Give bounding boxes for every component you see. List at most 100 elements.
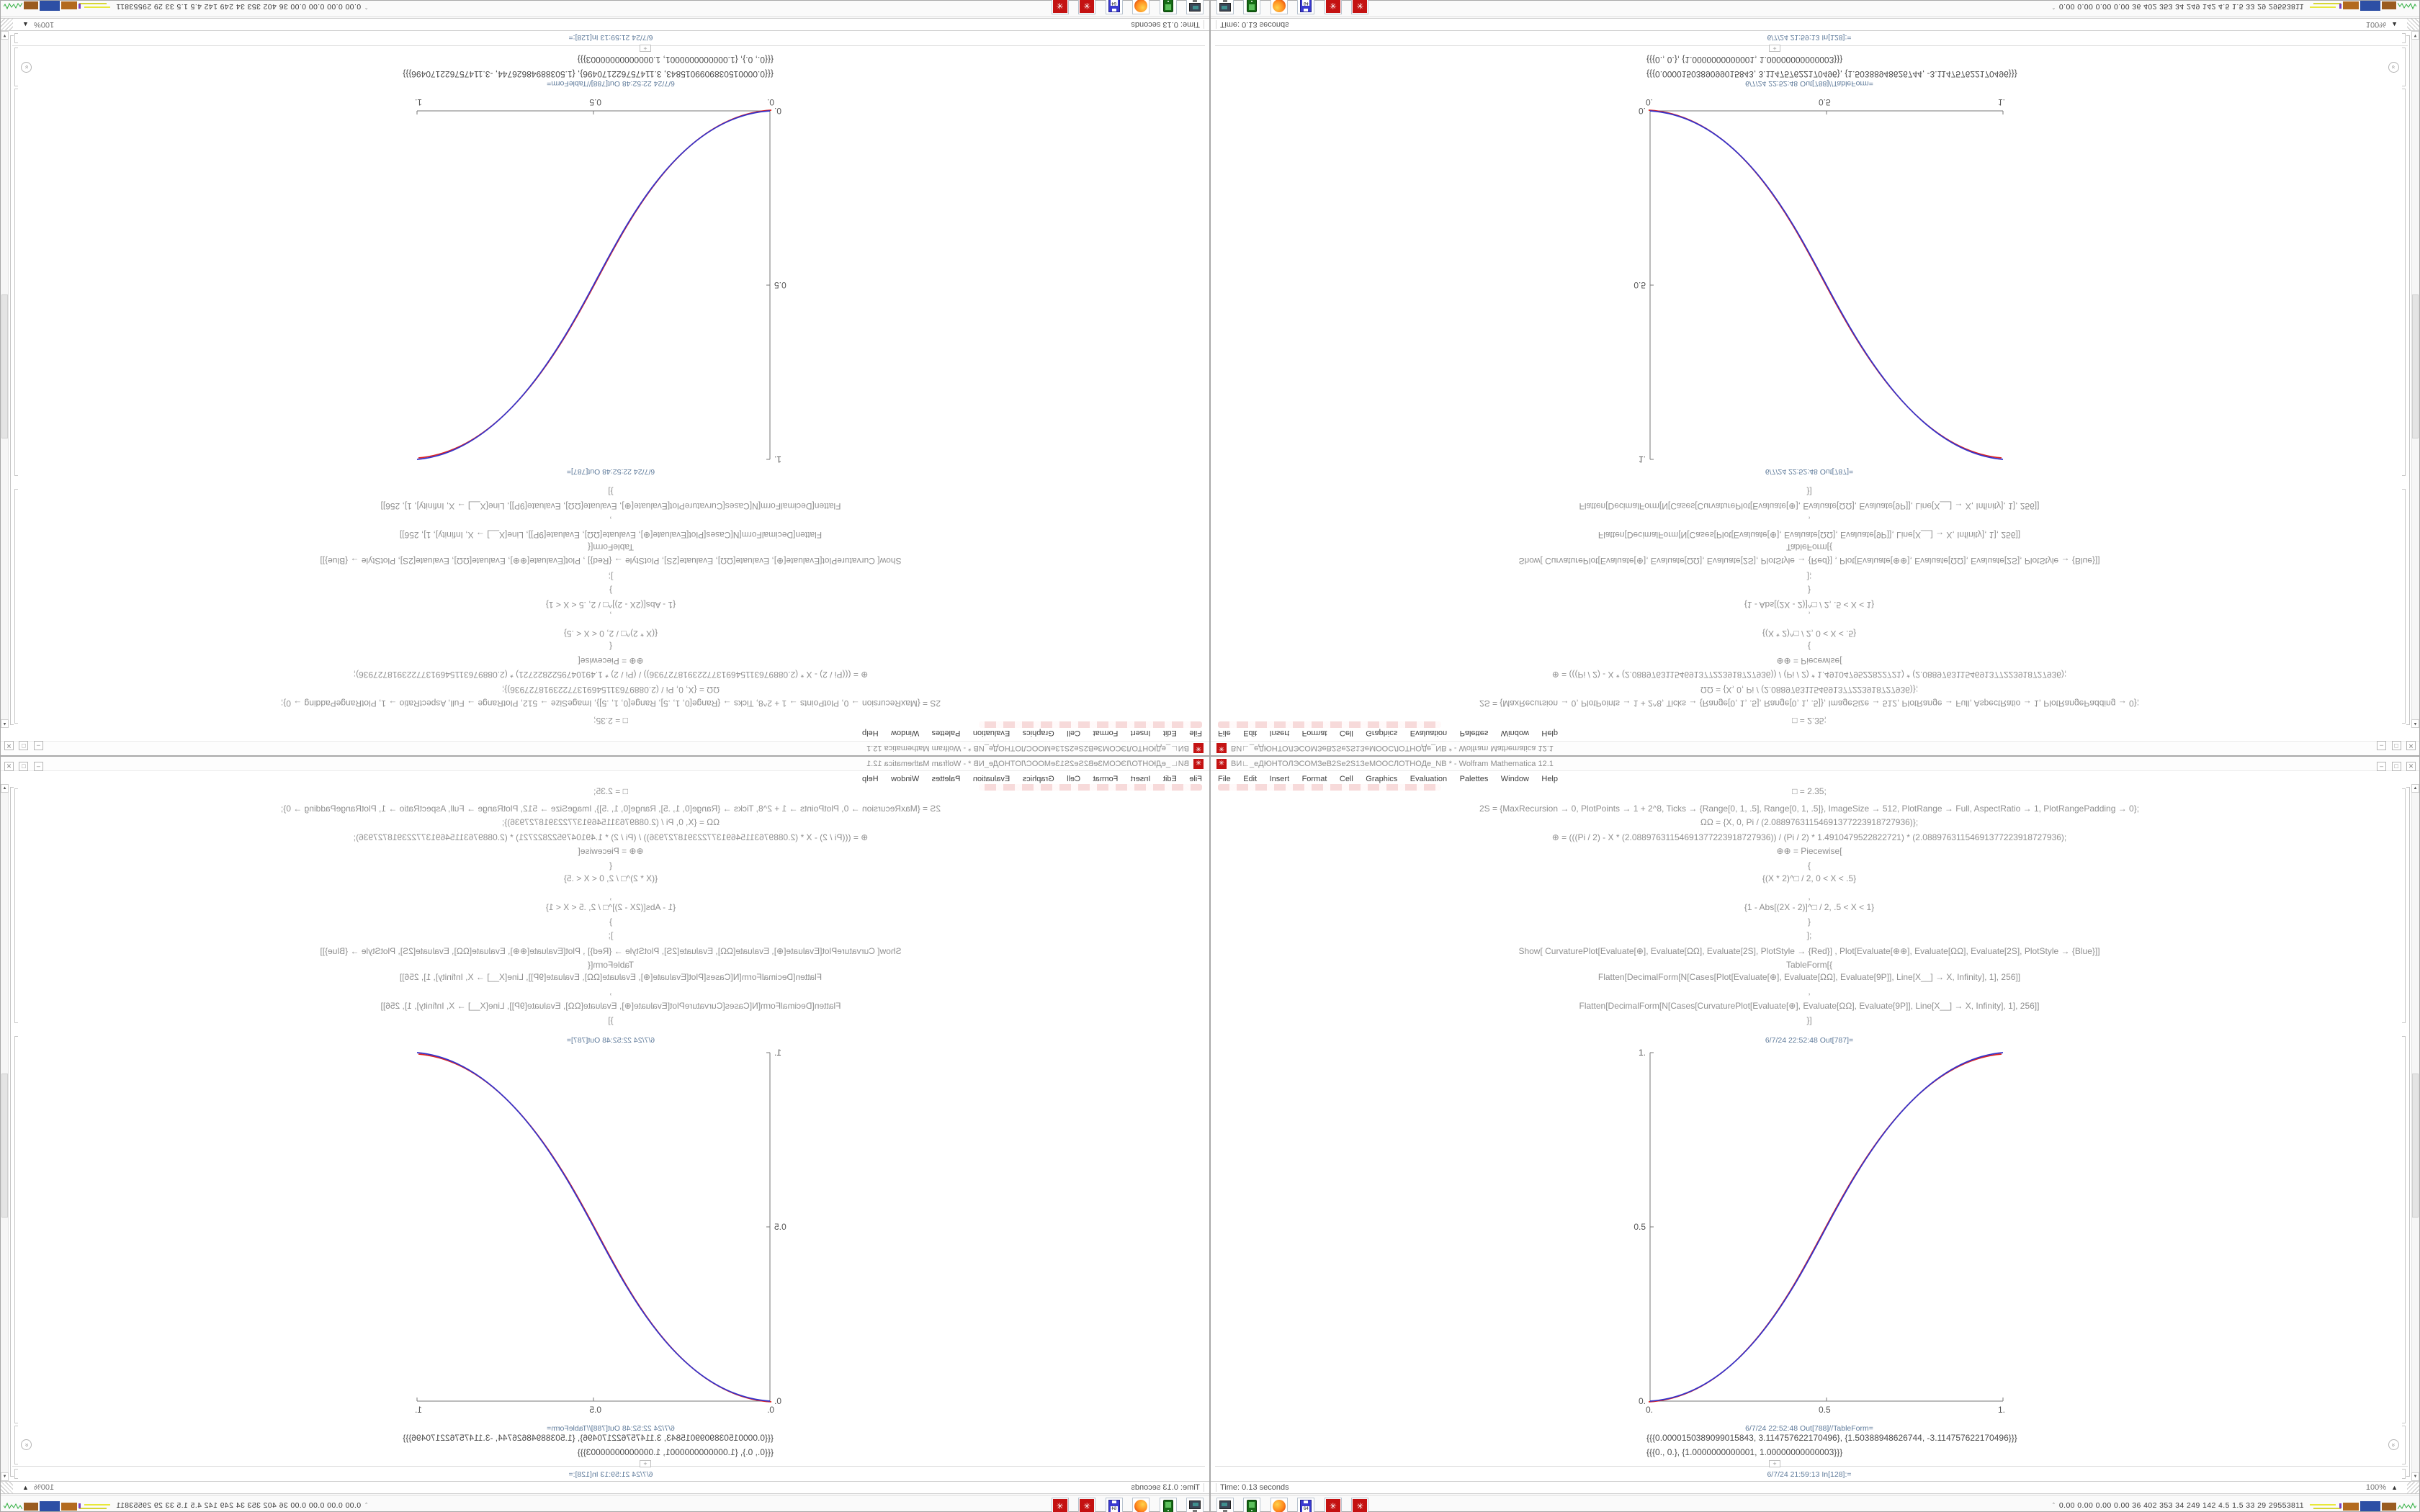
code-line[interactable]: ⊕ = (((Pi / 2) - X * (2.0889763115469137… [353,670,869,680]
magnification-popup-icon[interactable]: ▲ [2391,21,2398,28]
window-resize-grip[interactable] [1,1482,13,1494]
code-line[interactable]: TableForm[{ [587,960,635,970]
cell-insertion-divider[interactable] [1215,1466,2408,1467]
scrollbar-thumb[interactable] [2412,1074,2419,1218]
title-bar[interactable]: ✳ ВИ∟_еДЮНТОЛЭСОМЗеВ2Sе2S1ЗеМООСЛОТНОДе_… [1,757,1209,771]
cell-bracket-table-output[interactable] [2402,1426,2406,1464]
menu-file[interactable]: File [1218,775,1231,783]
red-gear-icon[interactable]: ✳ [1078,0,1096,14]
tray-caret-icon[interactable]: ˆ [365,3,368,10]
code-line[interactable]: 2S = {MaxRecursion → 0, PlotPoints → 1 +… [1479,698,2140,708]
code-line[interactable]: } [1807,917,1811,927]
code-line[interactable]: 2S = {MaxRecursion → 0, PlotPoints → 1 +… [280,698,941,708]
menu-evaluation[interactable]: Evaluation [972,775,1010,783]
cell-insertion-divider[interactable] [1215,45,2408,46]
minimize-button[interactable]: – [2377,762,2387,771]
menu-cell[interactable]: Cell [1067,775,1081,783]
monitor-icon[interactable] [1216,0,1234,14]
menu-file[interactable]: File [1189,729,1202,737]
window-resize-grip[interactable] [2407,1482,2419,1494]
scrollbar-up-arrow-icon[interactable]: ▲ [2411,719,2419,728]
close-button[interactable]: ✕ [2406,741,2416,750]
magnification-popup-icon[interactable]: ▲ [2391,1484,2398,1491]
cell-bracket-input[interactable] [14,489,18,724]
green-device-icon[interactable] [1159,0,1177,14]
magnification-popup-icon[interactable]: ▲ [22,1484,29,1491]
close-button[interactable]: ✕ [4,762,14,771]
code-line[interactable]: Show[ CurvaturePlot[Evaluate[⊕], Evaluat… [320,556,902,566]
firefox-icon[interactable] [1270,0,1288,14]
monitor-icon[interactable] [1186,0,1204,14]
menu-file[interactable]: File [1189,775,1202,783]
code-line[interactable]: ⊕ = (((Pi / 2) - X * (2.0889763115469137… [1551,832,2067,842]
red-gear-icon[interactable]: ✳ [1324,0,1342,14]
code-line[interactable]: {(X * 2)^□ / 2, 0 < X < .5} [1762,629,1857,639]
tray-caret-icon[interactable]: ˆ [2052,3,2055,10]
cell-insertion-divider[interactable] [12,1466,1205,1467]
menu-format[interactable]: Format [1301,729,1327,737]
menu-help[interactable]: Help [1541,775,1558,783]
code-line[interactable]: Flatten[DecimalForm[N[Cases[Plot[Evaluat… [1597,972,2021,982]
menu-insert[interactable]: Insert [1269,775,1290,783]
title-bar[interactable]: ✳ ВИ∟_еДЮНТОЛЭСОМЗеВ2Sе2S1ЗеМООСЛОТНОДе_… [1211,757,2419,771]
scrollbar-down-arrow-icon[interactable]: ▼ [1,1472,9,1481]
cell-bracket-in-cell[interactable] [2402,33,2406,43]
code-line[interactable]: {(X * 2)^□ / 2, 0 < X < .5} [563,629,658,639]
title-bar[interactable]: ✳ ВИ∟_еДЮНТОЛЭСОМЗеВ2Sе2S1ЗеМООСЛОТНОДе_… [1,741,1209,755]
code-line[interactable]: Flatten[DecimalForm[N[Cases[CurvaturePlo… [1579,1001,2040,1011]
code-line[interactable]: , [1808,986,1811,996]
green-device-icon[interactable] [1243,1498,1261,1512]
menu-window[interactable]: Window [1500,775,1529,783]
code-line[interactable]: ⊕ = (((Pi / 2) - X * (2.0889763115469137… [353,832,869,842]
cell-bracket-table-output[interactable] [2402,48,2406,86]
code-line[interactable]: ΩΩ = {X, 0, Pi / (2.08897631154691377223… [501,817,720,827]
cell-bracket-outer[interactable] [2406,787,2410,1477]
code-line[interactable]: , [1808,611,1811,621]
code-line[interactable]: Flatten[DecimalForm[N[Cases[CurvaturePlo… [1579,501,2040,511]
menu-cell[interactable]: Cell [1339,729,1353,737]
cell-bracket-plot-output[interactable] [14,89,18,476]
close-button[interactable]: ✕ [4,741,14,750]
red-gear-icon[interactable]: ✳ [1078,1498,1096,1512]
scrollbar-up-arrow-icon[interactable]: ▲ [1,784,9,793]
cell-bracket-table-output[interactable] [14,48,18,86]
code-line[interactable]: } [609,585,613,595]
scrollbar-down-arrow-icon[interactable]: ▼ [2411,31,2419,40]
code-line[interactable]: {1 - Abs[(2X - 2)]^□ / 2, .5 < X < 1} [1744,600,1875,610]
menu-help[interactable]: Help [862,775,879,783]
green-device-icon[interactable] [1159,1498,1177,1512]
code-line[interactable]: 2S = {MaxRecursion → 0, PlotPoints → 1 +… [280,804,941,814]
maximize-button[interactable]: □ [2391,762,2401,771]
scrollbar-thumb[interactable] [2412,294,2419,438]
code-line[interactable]: }] [1806,487,1812,497]
menu-insert[interactable]: Insert [1269,729,1290,737]
code-line[interactable]: Flatten[DecimalForm[N[Cases[Plot[Evaluat… [399,530,823,540]
code-line[interactable]: ]; [1806,930,1812,940]
red-gear-icon[interactable]: ✳ [1051,0,1069,14]
menu-graphics[interactable]: Graphics [1022,775,1054,783]
menu-palettes[interactable]: Palettes [931,775,961,783]
scroll-to-end-chevron-icon[interactable]: » [2388,1439,2399,1450]
window-resize-grip[interactable] [2407,18,2419,30]
floppy-64-icon[interactable]: 64 [1105,0,1123,14]
insert-cell-plus-button[interactable]: + [640,45,651,52]
code-line[interactable]: { [1807,860,1811,870]
menu-window[interactable]: Window [1500,729,1529,737]
code-line[interactable]: , [609,611,612,621]
firefox-icon[interactable] [1132,1498,1150,1512]
menu-palettes[interactable]: Palettes [1459,729,1489,737]
code-line[interactable]: □ = 2.35; [1792,786,1827,796]
cell-bracket-outer[interactable] [10,787,14,1477]
scrollbar-down-arrow-icon[interactable]: ▼ [1,31,9,40]
minimize-button[interactable]: – [33,762,43,771]
menu-format[interactable]: Format [1301,775,1327,783]
scrollbar-thumb[interactable] [1,1074,8,1218]
scrollbar-down-arrow-icon[interactable]: ▼ [2411,1472,2419,1481]
scroll-to-end-chevron-icon[interactable]: » [2388,62,2399,73]
maximize-button[interactable]: □ [19,741,29,750]
menu-evaluation[interactable]: Evaluation [1410,729,1448,737]
code-line[interactable]: ΩΩ = {X, 0, Pi / (2.08897631154691377223… [501,685,720,695]
scrollbar-thumb[interactable] [1,294,8,438]
insert-cell-plus-button[interactable]: + [1769,45,1780,52]
code-line[interactable]: Show[ CurvaturePlot[Evaluate[⊕], Evaluat… [1518,556,2100,566]
